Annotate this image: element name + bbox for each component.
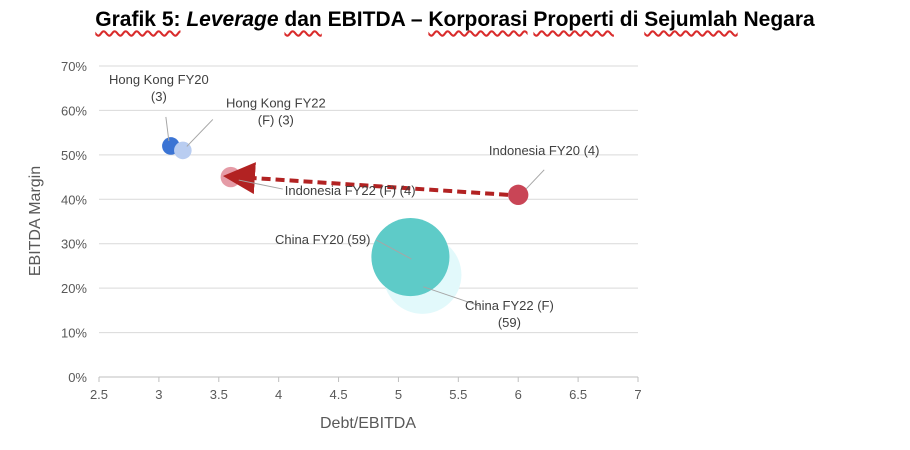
x-axis-label: Debt/EBITDA [320,415,416,432]
y-tick-label: 20% [61,281,87,296]
x-tick-label: 5 [395,387,402,402]
leader-line-indonesia-fy22 [238,179,283,190]
y-tick-label: 50% [61,148,87,163]
title-part-5: Korporasi [428,8,528,31]
data-label-hongkong-fy22: Hong Kong FY22 (F) (3) [226,95,326,127]
y-tick-label: 70% [61,59,87,74]
data-label-indonesia-fy20: Indonesia FY20 (4) [489,143,600,158]
x-tick-label: 5.5 [449,387,467,402]
title-part-9: Negara [743,8,815,31]
y-tick-label: 40% [61,192,87,207]
x-tick-label: 7 [634,387,641,402]
gridlines [99,65,638,334]
bubble-indonesia-fy22 [220,166,241,188]
x-tick-label: 3.5 [210,387,228,402]
title-part-1: Grafik 5: [95,8,181,31]
leader-line-hongkong-fy22 [186,119,214,147]
data-labels: China FY22 (F) (59) China FY20 (59) Hong Ko… [109,72,600,330]
bubbles [162,137,529,314]
x-tick-label: 4.5 [330,387,348,402]
x-tick-label: 4 [275,387,282,402]
x-tick-label: 6 [515,387,522,402]
axes: 0% 10% 20% 30% 40% 50% 60% 70% 2.5 3 3.5 4 4.5 5 5.5 6 6… [61,59,642,402]
bubble-china-fy20 [371,218,450,297]
x-tick-label: 3 [155,387,162,402]
data-label-china-fy20: China FY20 (59) [275,232,370,247]
data-label-hongkong-fy20: Hong Kong FY20 (3) [109,72,209,104]
leader-line-hongkong-fy20 [165,116,170,142]
x-tick-label: 6.5 [569,387,587,402]
title-part-7: di [619,8,639,31]
bubble-indonesia-fy20 [508,184,529,206]
title-part-2: Leverage [186,8,279,31]
data-label-indonesia-fy22: Indonesia FY22 (F) (4) [285,183,416,198]
title-part-8: Sejumlah [644,8,738,31]
title-part-4: EBITDA – [327,8,423,31]
title-part-6: Properti [533,8,614,31]
x-tick-label: 2.5 [90,387,108,402]
y-tick-label: 0% [68,370,87,385]
y-axis-label: EBITDA Margin [27,166,44,276]
chart-title: Grafik 5: Leverage dan EBITDA – Korporas… [0,8,910,32]
leader-line-china-fy22 [423,286,480,307]
y-tick-label: 60% [61,103,87,118]
indonesia-shift-arrow [222,162,509,197]
leader-line-indonesia-fy20 [525,169,545,190]
title-part-3: dan [284,8,322,31]
leader-line-china-fy20 [376,239,412,260]
y-tick-label: 30% [61,237,87,252]
y-tick-label: 10% [61,326,87,341]
data-label-china-fy22: China FY22 (F) (59) [465,298,554,330]
